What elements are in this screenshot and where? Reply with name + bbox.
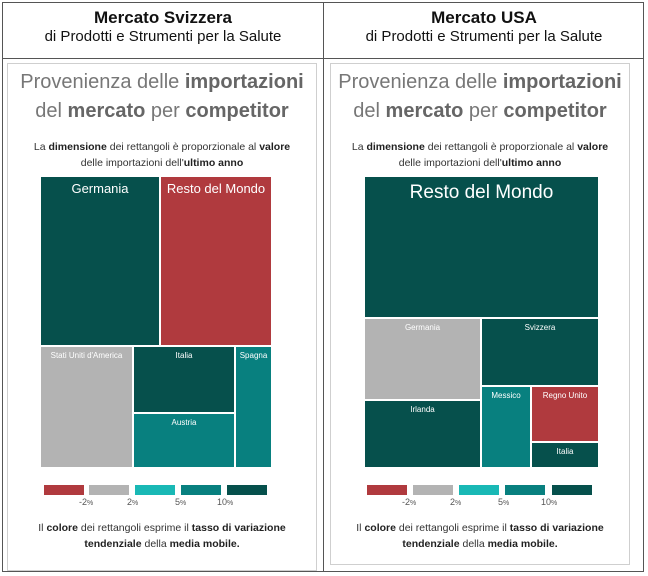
right-description: La dimensione dei rettangoli è proporzio…	[351, 141, 609, 169]
treemap-tile: Stati Uniti d'America	[40, 346, 133, 468]
left-header: Mercato Svizzera di Prodotti e Strumenti…	[3, 8, 323, 46]
treemap-tile: Spagna	[235, 346, 272, 468]
left-color-legend: -2% 2% 5% 10%	[44, 485, 274, 511]
legend-swatch	[505, 485, 545, 495]
legend-tick: -2%	[79, 497, 94, 507]
header-separator-right	[324, 58, 644, 59]
legend-tick: 10%	[217, 497, 234, 507]
legend-tick: 2%	[450, 497, 462, 507]
right-treemap: Resto del Mondo Germania Svizzera Irland…	[364, 176, 599, 468]
treemap-tile: Italia	[531, 442, 599, 468]
right-color-legend: -2% 2% 5% 10%	[367, 485, 597, 511]
legend-tick: 10%	[541, 497, 558, 507]
legend-tick: -2%	[402, 497, 417, 507]
header-separator-left	[2, 58, 323, 59]
left-card-title: Provenienza delle importazioni del merca…	[20, 71, 304, 122]
legend-swatch	[552, 485, 592, 495]
right-heading: Mercato USA	[431, 8, 537, 27]
right-card-title: Provenienza delle importazioni del merca…	[338, 71, 622, 122]
legend-swatch	[367, 485, 407, 495]
left-chart-card: Provenienza delle importazioni del merca…	[7, 63, 317, 571]
treemap-tile: Germania	[40, 176, 160, 346]
legend-swatch	[413, 485, 453, 495]
legend-swatch	[459, 485, 499, 495]
legend-tick: 2%	[127, 497, 139, 507]
treemap-tile: Resto del Mondo	[160, 176, 272, 346]
right-footer-note: Il colore dei rettangoli esprime il tass…	[356, 522, 604, 550]
treemap-tile: Messico	[481, 386, 531, 468]
legend-swatch	[181, 485, 221, 495]
legend-tick: 5%	[175, 497, 187, 507]
treemap-tile: Germania	[364, 318, 481, 400]
left-heading: Mercato Svizzera	[94, 8, 232, 27]
legend-swatch	[135, 485, 175, 495]
legend-swatch	[89, 485, 129, 495]
legend-swatch	[227, 485, 267, 495]
right-header: Mercato USA di Prodotti e Strumenti per …	[324, 8, 644, 46]
treemap-tile: Austria	[133, 413, 235, 468]
left-description: La dimensione dei rettangoli è proporzio…	[33, 141, 291, 169]
treemap-tile: Svizzera	[481, 318, 599, 386]
treemap-tile: Regno Unito	[531, 386, 599, 442]
legend-swatch	[44, 485, 84, 495]
treemap-tile: Irlanda	[364, 400, 481, 468]
right-chart-card: Provenienza delle importazioni del merca…	[330, 63, 630, 565]
left-treemap: Germania Resto del Mondo Stati Uniti d'A…	[40, 176, 272, 468]
right-subheading: di Prodotti e Strumenti per la Salute	[365, 28, 603, 46]
treemap-tile: Italia	[133, 346, 235, 413]
left-subheading: di Prodotti e Strumenti per la Salute	[44, 28, 282, 46]
column-divider	[323, 2, 324, 572]
treemap-tile: Resto del Mondo	[364, 176, 599, 318]
legend-tick: 5%	[498, 497, 510, 507]
left-footer-note: Il colore dei rettangoli esprime il tass…	[38, 522, 286, 550]
